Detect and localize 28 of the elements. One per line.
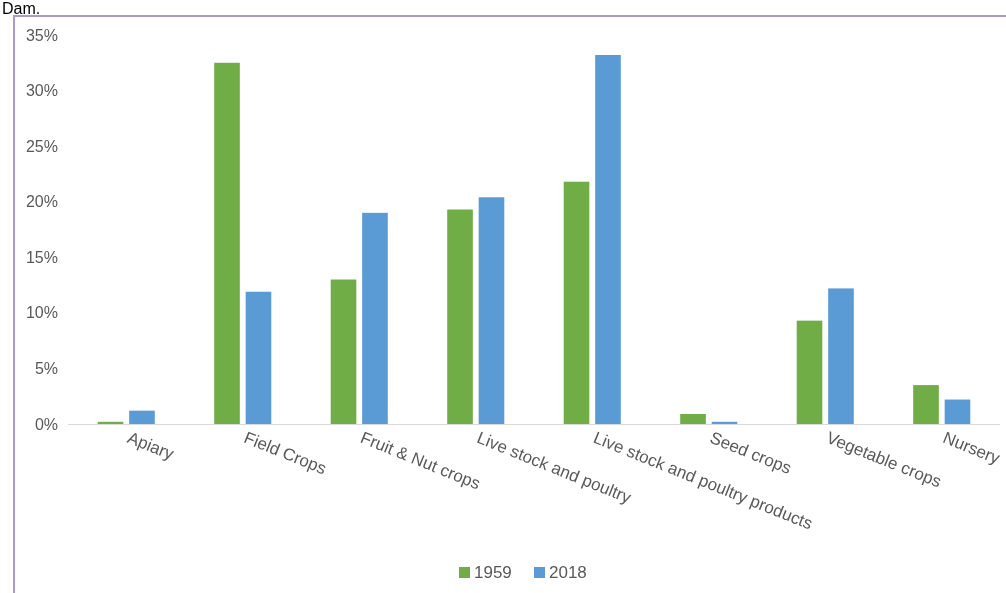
y-tick-label: 25% — [25, 137, 58, 155]
bar — [944, 399, 971, 424]
bar — [447, 209, 473, 424]
text: Dam. — [2, 0, 41, 17]
y-tick-label: 35% — [25, 26, 58, 44]
bar — [563, 181, 590, 424]
x-tick-label: Field Crops — [241, 428, 329, 479]
bar — [362, 212, 388, 424]
bar — [245, 291, 272, 424]
x-tick-label: Apiary — [124, 428, 178, 464]
bar — [129, 410, 155, 424]
bar — [796, 320, 823, 424]
bar — [680, 414, 706, 424]
y-tick-label: 15% — [25, 248, 58, 266]
bar — [478, 197, 505, 424]
bar — [330, 279, 357, 424]
y-tick-label: 5% — [34, 360, 58, 378]
x-tick-label: Seed crops — [707, 428, 795, 478]
y-tick-label: 0% — [34, 415, 58, 433]
bar — [913, 385, 939, 424]
y-tick-label: 30% — [25, 82, 58, 100]
y-tick-label: 10% — [25, 304, 58, 322]
y-tick-label: 20% — [25, 193, 58, 211]
bar — [595, 55, 621, 424]
bar — [214, 62, 240, 424]
legend-label: 1959 — [474, 563, 512, 582]
legend-label: 2018 — [549, 563, 587, 582]
bar — [828, 288, 854, 424]
